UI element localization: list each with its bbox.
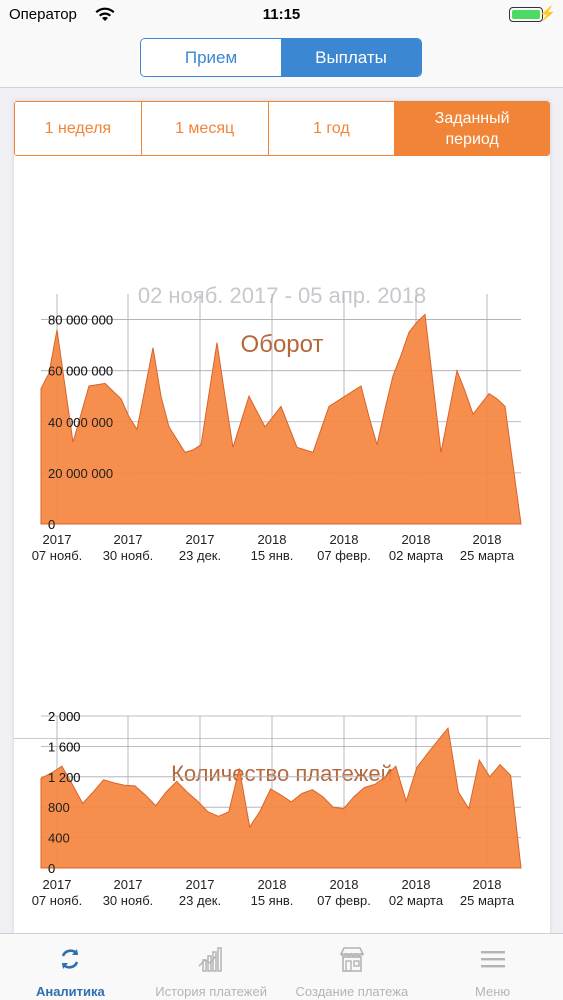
x-tick-date-label: 07 февр. [317,548,371,563]
y-tick-label-overlay: 400 [48,831,70,846]
segment-payouts[interactable]: Выплаты [281,39,421,76]
x-tick-date-label: 02 марта [389,893,444,908]
period-tabs: 1 неделя 1 месяц 1 год Заданный период [14,101,550,156]
y-tick-label-overlay: 2 000 [48,709,81,724]
x-tick-date-label: 07 февр. [317,893,371,908]
tab-menu[interactable]: Меню [422,934,563,1000]
tab-create-payment[interactable]: Создание платежа [282,934,423,1000]
x-tick-date-label: 25 марта [460,548,515,563]
x-tick-year-label: 2018 [402,532,431,547]
x-tick-year-label: 2017 [186,532,215,547]
divider [14,738,550,739]
x-tick-date-label: 15 янв. [251,893,294,908]
menu-icon [480,951,505,968]
y-tick-label-overlay: 0 [48,861,55,876]
x-tick-year-label: 2018 [330,532,359,547]
x-tick-date-label: 30 нояб. [103,893,154,908]
chart-bars-icon [198,947,222,972]
wifi-icon [95,7,115,21]
store-icon [339,947,365,972]
x-tick-year-label: 2018 [258,532,287,547]
payment-type-segmented-control: Прием Выплаты [140,38,422,77]
x-tick-year-label: 2017 [114,532,143,547]
segment-receive[interactable]: Прием [141,39,281,76]
series-area [40,313,522,525]
y-tick-label-overlay: 40 000 000 [48,415,113,430]
x-tick-year-label: 2017 [43,877,72,892]
x-tick-year-label: 2018 [330,877,359,892]
x-tick-year-label: 2018 [473,532,502,547]
tab-payment-history-label: История платежей [155,984,267,999]
x-tick-date-label: 15 янв. [251,548,294,563]
battery-icon [509,7,543,22]
y-tick-label-overlay: 1 600 [48,739,81,754]
clock: 11:15 [262,6,301,23]
status-bar: Оператор 11:15 ⚡ [0,0,563,30]
y-tick-label-overlay: 20 000 000 [48,466,113,481]
tab-analytics[interactable]: Аналитика [0,934,141,1000]
payments-count-chart-title: Количество платежей [171,761,393,786]
tab-payment-history[interactable]: История платежей [141,934,282,1000]
x-tick-year-label: 2018 [258,877,287,892]
x-tick-year-label: 2017 [43,532,72,547]
refresh-icon [62,949,79,969]
x-tick-date-label: 07 нояб. [32,893,83,908]
charging-icon: ⚡ [538,5,556,21]
tab-create-payment-label: Создание платежа [295,984,409,999]
y-tick-label: 60 000 000 [48,364,113,379]
y-tick-label-overlay: 800 [48,800,70,815]
y-tick-label: 1 600 [48,739,81,754]
period-tab-year[interactable]: 1 год [268,102,396,155]
tab-analytics-label: Аналитика [35,984,105,999]
x-tick-year-label: 2017 [114,877,143,892]
period-tab-custom[interactable]: Заданный период [395,102,549,155]
date-range-label[interactable]: 02 нояб. 2017 - 05 апр. 2018 [137,283,427,308]
turnover-chart-title: Оборот [240,331,324,358]
period-tab-month[interactable]: 1 месяц [141,102,269,155]
x-tick-date-label: 02 марта [389,548,444,563]
y-tick-label-overlay: 1 200 [48,770,81,785]
x-tick-date-label: 23 дек. [179,893,221,908]
x-tick-date-label: 30 нояб. [103,548,154,563]
carrier-label: Оператор [9,6,77,23]
y-tick-label: 2 000 [48,709,81,724]
y-tick-label: 80 000 000 [48,313,113,328]
y-tick-label-overlay: 0 [48,517,55,532]
y-tick-label-overlay: 60 000 000 [48,364,113,379]
header: Прием Выплаты [0,30,563,88]
x-tick-date-label: 23 дек. [179,548,221,563]
x-tick-year-label: 2017 [186,877,215,892]
period-tab-week[interactable]: 1 неделя [15,102,142,155]
tab-menu-label: Меню [475,984,511,999]
x-tick-date-label: 07 нояб. [32,548,83,563]
tab-bar: Аналитика История платежей Создание плат… [0,933,563,1000]
y-tick-label-overlay: 80 000 000 [48,313,113,328]
x-tick-date-label: 25 марта [460,893,515,908]
x-tick-year-label: 2018 [402,877,431,892]
series-area [40,727,522,869]
x-tick-year-label: 2018 [473,877,502,892]
